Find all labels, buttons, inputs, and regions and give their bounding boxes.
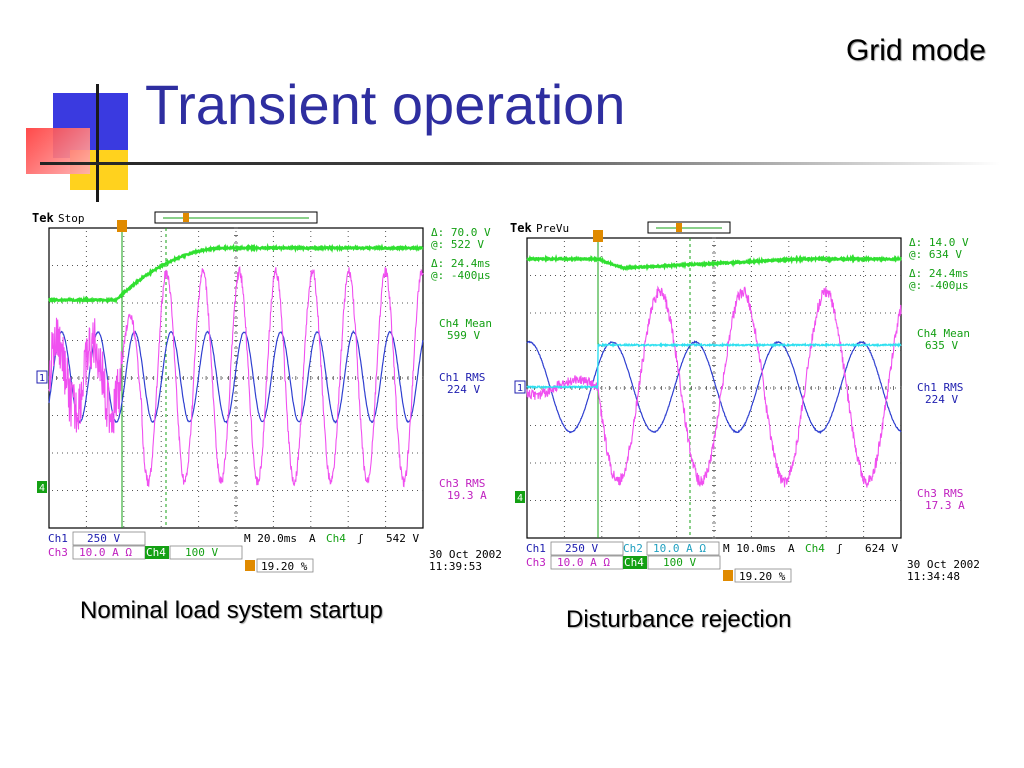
ch4-scale: 100 V bbox=[663, 556, 696, 569]
scope-mode: Stop bbox=[58, 212, 85, 225]
capture-date: 30 Oct 2002 bbox=[907, 558, 980, 571]
ch1-scale: 250 V bbox=[565, 542, 598, 555]
ch4-ground-marker bbox=[515, 491, 525, 503]
trigger-position-box bbox=[734, 568, 792, 583]
ch1-scale-box bbox=[72, 531, 146, 546]
ch4-label: Ch4 bbox=[624, 556, 644, 569]
ch1-ground-label: 1 bbox=[517, 383, 523, 394]
ch2-scale: 10.0 A Ω bbox=[653, 542, 706, 555]
cursor-readout-2: Δ: 24.4ms bbox=[909, 267, 969, 280]
measurement-value-2: 17.3 A bbox=[925, 499, 965, 512]
trigger-slope: ʃ bbox=[836, 542, 843, 555]
ch3-label: Ch3 bbox=[48, 546, 68, 559]
trace-ch4-dc-bus bbox=[526, 253, 902, 272]
cursor-readout-3: @: -400µs bbox=[909, 279, 969, 292]
measurement-value-2: 19.3 A bbox=[447, 489, 487, 502]
capture-time: 11:34:48 bbox=[907, 570, 960, 583]
ch4-ground-label: 4 bbox=[517, 493, 523, 504]
cursor-readout-2: Δ: 24.4ms bbox=[431, 257, 491, 270]
trace-ch1-voltage bbox=[526, 340, 902, 434]
oscilloscope-disturbance: Tek PreVu 1 4 Δ: 14.0 V @: 634 V Δ: 24.4ms @: -… bbox=[508, 215, 998, 585]
trigger-marker bbox=[593, 230, 603, 242]
timebase: M 10.0ms bbox=[723, 542, 776, 555]
measurement-value-0: 599 V bbox=[447, 329, 480, 342]
trace-ch2-current bbox=[526, 341, 902, 391]
ch2-label: Ch2 bbox=[623, 542, 643, 555]
oscilloscope-startup: Tek Stop 1 4 Δ: 70.0 V @: 522 V Δ: 24.4ms @: -4… bbox=[30, 205, 515, 575]
trigger-level: 542 V bbox=[386, 532, 419, 545]
record-bar bbox=[154, 211, 318, 224]
cursor-readout-0: Δ: 14.0 V bbox=[909, 236, 969, 249]
measurement-label-2: Ch3 RMS bbox=[917, 487, 963, 500]
ch3-scale: 10.0 A Ω bbox=[79, 546, 132, 559]
ch4-label-box bbox=[623, 556, 647, 569]
trace-ch1-voltage bbox=[48, 329, 424, 424]
trigger-source: Ch4 bbox=[805, 542, 825, 555]
caption-disturbance: Disturbance rejection bbox=[566, 606, 792, 633]
caption-startup: Nominal load system startup bbox=[80, 597, 383, 624]
cursor-readout-1: @: 522 V bbox=[431, 238, 484, 251]
trigger-mode: A bbox=[788, 542, 795, 555]
trigger-position: 19.20 % bbox=[739, 570, 786, 583]
trace-ch3-current bbox=[48, 266, 424, 488]
measurement-label-0: Ch4 Mean bbox=[439, 317, 492, 330]
record-trigger-marker bbox=[676, 223, 682, 232]
ch1-ground-label: 1 bbox=[39, 373, 45, 384]
trigger-position: 19.20 % bbox=[261, 560, 308, 573]
timebase: M 20.0ms bbox=[244, 532, 297, 545]
record-trigger-marker bbox=[183, 213, 189, 222]
scope-brand: Tek bbox=[32, 211, 54, 225]
ch1-scale: 250 V bbox=[87, 532, 120, 545]
measurement-label-0: Ch4 Mean bbox=[917, 327, 970, 340]
trigger-mode: A bbox=[309, 532, 316, 545]
trigger-level: 624 V bbox=[865, 542, 898, 555]
ch1-label: Ch1 bbox=[526, 542, 546, 555]
slide-title: Transient operation bbox=[145, 73, 626, 136]
measurement-value-1: 224 V bbox=[447, 383, 480, 396]
ch4-scale: 100 V bbox=[185, 546, 218, 559]
ch4-ground-marker bbox=[37, 481, 47, 493]
ch2-scale-box bbox=[646, 541, 720, 556]
deco-vertical-line bbox=[96, 84, 99, 202]
trigger-slope: ʃ bbox=[357, 532, 364, 545]
trace-ch4-dc-bus bbox=[48, 242, 424, 305]
grid-mode-label: Grid mode bbox=[845, 34, 986, 67]
ch1-label: Ch1 bbox=[48, 532, 68, 545]
ch1-scale-box bbox=[550, 541, 624, 556]
scope-brand: Tek bbox=[510, 221, 532, 235]
scope-screen-disturbance: Tek PreVu 1 4 Δ: 14.0 V@: 634 V Δ: 24.4ms@: -… bbox=[510, 221, 980, 583]
ch1-ground-marker bbox=[514, 380, 526, 394]
trigger-position-box bbox=[256, 558, 314, 573]
trigger-source: Ch4 bbox=[326, 532, 346, 545]
deco-red-square bbox=[26, 128, 90, 174]
capture-time: 11:39:53 bbox=[429, 560, 482, 573]
capture-date: 30 Oct 2002 bbox=[429, 548, 502, 561]
scope-screen-startup: Tek Stop 1 4 Δ: 70.0 V@: 522 V Δ: 24.4ms@: -4… bbox=[32, 211, 502, 573]
ch1-ground-marker bbox=[36, 370, 48, 384]
ch4-label-box bbox=[145, 546, 169, 559]
measurement-label-1: Ch1 RMS bbox=[917, 381, 963, 394]
ch4-scale-box bbox=[647, 555, 721, 570]
trigger-marker bbox=[117, 220, 127, 232]
measurement-value-1: 224 V bbox=[925, 393, 958, 406]
cursor-readout-3: @: -400µs bbox=[431, 269, 491, 282]
ch4-scale-box bbox=[169, 545, 243, 560]
scope-mode: PreVu bbox=[536, 222, 569, 235]
ch4-label: Ch4 bbox=[146, 546, 166, 559]
ch4-ground-label: 4 bbox=[39, 483, 45, 494]
measurement-label-2: Ch3 RMS bbox=[439, 477, 485, 490]
measurement-label-1: Ch1 RMS bbox=[439, 371, 485, 384]
record-bar bbox=[647, 221, 731, 234]
ch3-scale: 10.0 A Ω bbox=[557, 556, 610, 569]
ch3-label: Ch3 bbox=[526, 556, 546, 569]
trace-ch3-current bbox=[526, 285, 902, 488]
cursor-readout-0: Δ: 70.0 V bbox=[431, 226, 491, 239]
trigger-position-icon bbox=[245, 560, 255, 571]
measurement-value-0: 635 V bbox=[925, 339, 958, 352]
deco-horizontal-line bbox=[40, 162, 1000, 165]
cursor-readout-1: @: 634 V bbox=[909, 248, 962, 261]
trigger-position-icon bbox=[723, 570, 733, 581]
